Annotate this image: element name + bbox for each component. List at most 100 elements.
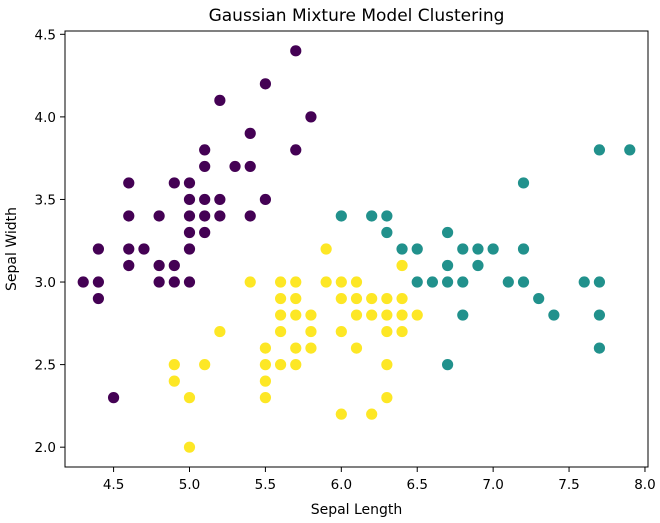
data-point [503, 276, 514, 287]
data-point [351, 276, 362, 287]
data-point [442, 359, 453, 370]
data-point [290, 276, 301, 287]
data-point [93, 293, 104, 304]
data-point [594, 309, 605, 320]
data-point [366, 293, 377, 304]
points-layer [78, 45, 636, 453]
data-point [594, 342, 605, 353]
data-point [594, 276, 605, 287]
data-point [275, 326, 286, 337]
data-point [396, 326, 407, 337]
data-point [305, 111, 316, 122]
data-point [381, 210, 392, 221]
data-point [169, 177, 180, 188]
data-point [336, 293, 347, 304]
y-tick-label: 4.5 [35, 27, 56, 43]
data-point [381, 309, 392, 320]
data-point [138, 243, 149, 254]
data-point [442, 260, 453, 271]
x-tick-label: 8.0 [634, 477, 655, 493]
plot-frame [65, 31, 648, 467]
data-point [305, 342, 316, 353]
data-point [260, 342, 271, 353]
data-point [381, 359, 392, 370]
data-point [184, 243, 195, 254]
data-point [396, 260, 407, 271]
data-point [214, 326, 225, 337]
data-point [123, 260, 134, 271]
data-point [214, 194, 225, 205]
data-point [260, 392, 271, 403]
x-axis-label: Sepal Length [311, 502, 403, 518]
data-point [245, 128, 256, 139]
data-point [260, 78, 271, 89]
data-point [123, 243, 134, 254]
data-point [169, 376, 180, 387]
data-point [366, 210, 377, 221]
x-tick-label: 5.0 [179, 477, 200, 493]
data-point [93, 243, 104, 254]
data-point [199, 210, 210, 221]
data-point [442, 276, 453, 287]
data-point [594, 144, 605, 155]
data-point [533, 293, 544, 304]
data-point [245, 210, 256, 221]
data-point [624, 144, 635, 155]
data-point [412, 276, 423, 287]
y-tick-label: 3.0 [35, 275, 56, 291]
data-point [442, 227, 453, 238]
data-point [199, 359, 210, 370]
data-point [260, 359, 271, 370]
data-point [169, 260, 180, 271]
y-tick-label: 2.5 [35, 358, 56, 374]
data-point [260, 376, 271, 387]
data-point [199, 227, 210, 238]
data-point [169, 276, 180, 287]
data-point [245, 161, 256, 172]
chart-title: Gaussian Mixture Model Clustering [209, 6, 505, 26]
data-point [472, 243, 483, 254]
data-point [93, 276, 104, 287]
data-point [184, 276, 195, 287]
data-point [336, 276, 347, 287]
data-point [396, 243, 407, 254]
data-point [381, 293, 392, 304]
data-point [381, 326, 392, 337]
x-tick-label: 6.0 [331, 477, 352, 493]
data-point [366, 309, 377, 320]
data-point [108, 392, 119, 403]
data-point [579, 276, 590, 287]
data-point [290, 293, 301, 304]
data-point [381, 392, 392, 403]
data-point [184, 227, 195, 238]
data-point [336, 210, 347, 221]
data-point [123, 210, 134, 221]
data-point [184, 194, 195, 205]
data-point [184, 392, 195, 403]
data-point [229, 161, 240, 172]
data-point [488, 243, 499, 254]
data-point [427, 276, 438, 287]
data-point [154, 276, 165, 287]
data-point [275, 293, 286, 304]
x-tick-label: 4.5 [103, 477, 124, 493]
data-point [351, 342, 362, 353]
data-point [412, 309, 423, 320]
data-point [214, 95, 225, 106]
x-tick-label: 7.5 [558, 477, 579, 493]
data-point [199, 144, 210, 155]
data-point [518, 243, 529, 254]
data-point [412, 243, 423, 254]
data-point [518, 276, 529, 287]
y-tick-label: 4.0 [35, 110, 56, 126]
data-point [214, 210, 225, 221]
data-point [275, 276, 286, 287]
data-point [548, 309, 559, 320]
data-point [305, 309, 316, 320]
x-tick-label: 6.5 [406, 477, 427, 493]
data-point [184, 177, 195, 188]
data-point [366, 409, 377, 420]
data-point [290, 342, 301, 353]
data-point [290, 359, 301, 370]
